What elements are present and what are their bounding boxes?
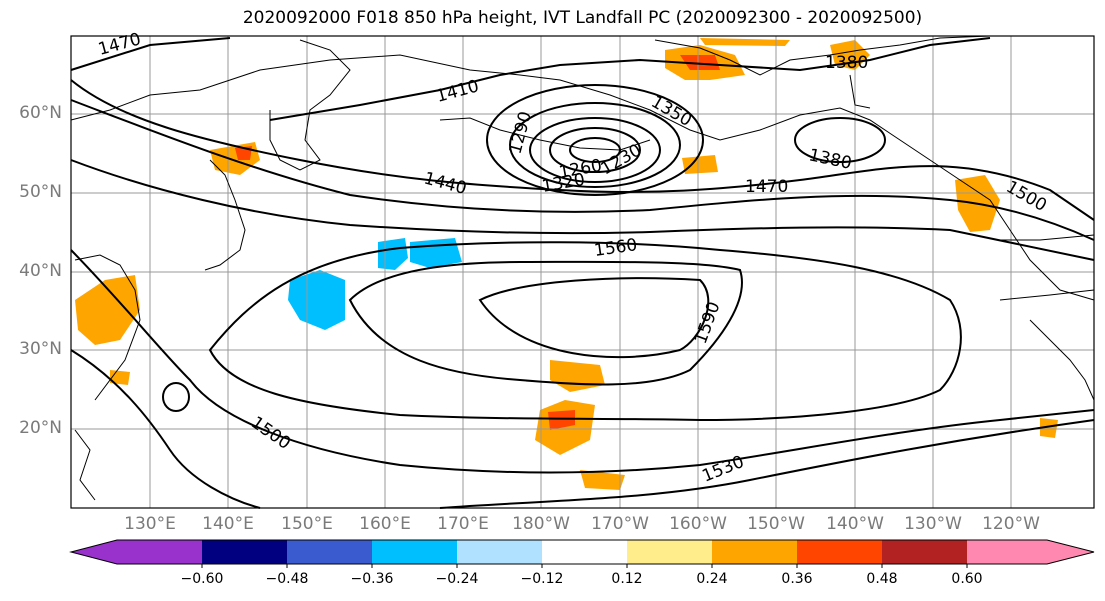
contour-label: 1560: [593, 235, 639, 261]
colorbar-tick-label: −0.48: [265, 571, 309, 587]
lat-label: 20°N: [19, 418, 62, 438]
lat-label: 60°N: [19, 103, 62, 123]
lon-label: 170°W: [591, 514, 649, 534]
colorbar-tick-label: 0.36: [781, 571, 813, 587]
positive-ivt-region: [535, 400, 595, 455]
lon-label: 160°E: [359, 514, 411, 534]
colorbar-tick-label: −0.24: [435, 571, 479, 587]
map-title: 2020092000 F018 850 hPa height, IVT Land…: [242, 8, 923, 28]
map-frame: [70, 35, 1095, 509]
positive-ivt-region: [1040, 418, 1058, 438]
negative-ivt-region: [410, 238, 462, 268]
lon-label: 150°E: [281, 514, 333, 534]
lon-label: 130°E: [124, 514, 176, 534]
positive-ivt-region: [580, 470, 625, 490]
contour-label: 1590: [691, 299, 725, 346]
lat-label: 50°N: [19, 182, 62, 202]
positive-ivt-region: [680, 55, 720, 70]
positive-ivt-region: [682, 155, 718, 174]
contour-label: 1470: [745, 177, 788, 197]
colorbar-tick-label: −0.36: [350, 571, 394, 587]
contour-label: 1380: [825, 53, 868, 73]
colorbar-tick-label: −0.60: [180, 571, 224, 587]
graticule: [71, 36, 1094, 508]
colorbar-tick-label: 0.48: [866, 571, 898, 587]
lon-label: 130°W: [904, 514, 962, 534]
lon-label: 120°W: [982, 514, 1040, 534]
positive-ivt-region: [550, 360, 605, 392]
colorbar-tick-label: 0.60: [951, 571, 983, 587]
contour-label: 1290: [506, 109, 537, 156]
colorbar: [69, 539, 1095, 568]
positive-ivt-region: [75, 275, 140, 345]
contour-label: 1500: [247, 413, 294, 454]
positive-ivt-region: [830, 40, 870, 70]
height-contours: [70, 37, 1095, 509]
lon-label: 170°E: [437, 514, 489, 534]
contour-label: 1380: [807, 145, 853, 174]
lon-label: 140°E: [202, 514, 254, 534]
colorbar-tick-label: 0.24: [696, 571, 728, 587]
coastlines: [70, 35, 1095, 501]
negative-ivt-region: [378, 238, 408, 270]
lon-label: 140°W: [826, 514, 884, 534]
lat-label: 30°N: [19, 339, 62, 359]
lon-label: 160°W: [669, 514, 727, 534]
lat-label: 40°N: [19, 261, 62, 281]
lon-label: 150°W: [747, 514, 805, 534]
positive-ivt-region: [700, 38, 790, 46]
contour-label: 1410: [434, 76, 481, 107]
colorbar-extend-low: [71, 540, 117, 564]
lon-label: 180°W: [512, 514, 570, 534]
colorbar-tick-label: −0.12: [520, 571, 564, 587]
colorbar-tick-label: 0.12: [611, 571, 643, 587]
positive-ivt-region: [548, 410, 575, 430]
contour-label: 1440: [422, 169, 469, 200]
colorbar-extend-high: [1047, 540, 1094, 564]
negative-ivt-region: [288, 270, 345, 330]
